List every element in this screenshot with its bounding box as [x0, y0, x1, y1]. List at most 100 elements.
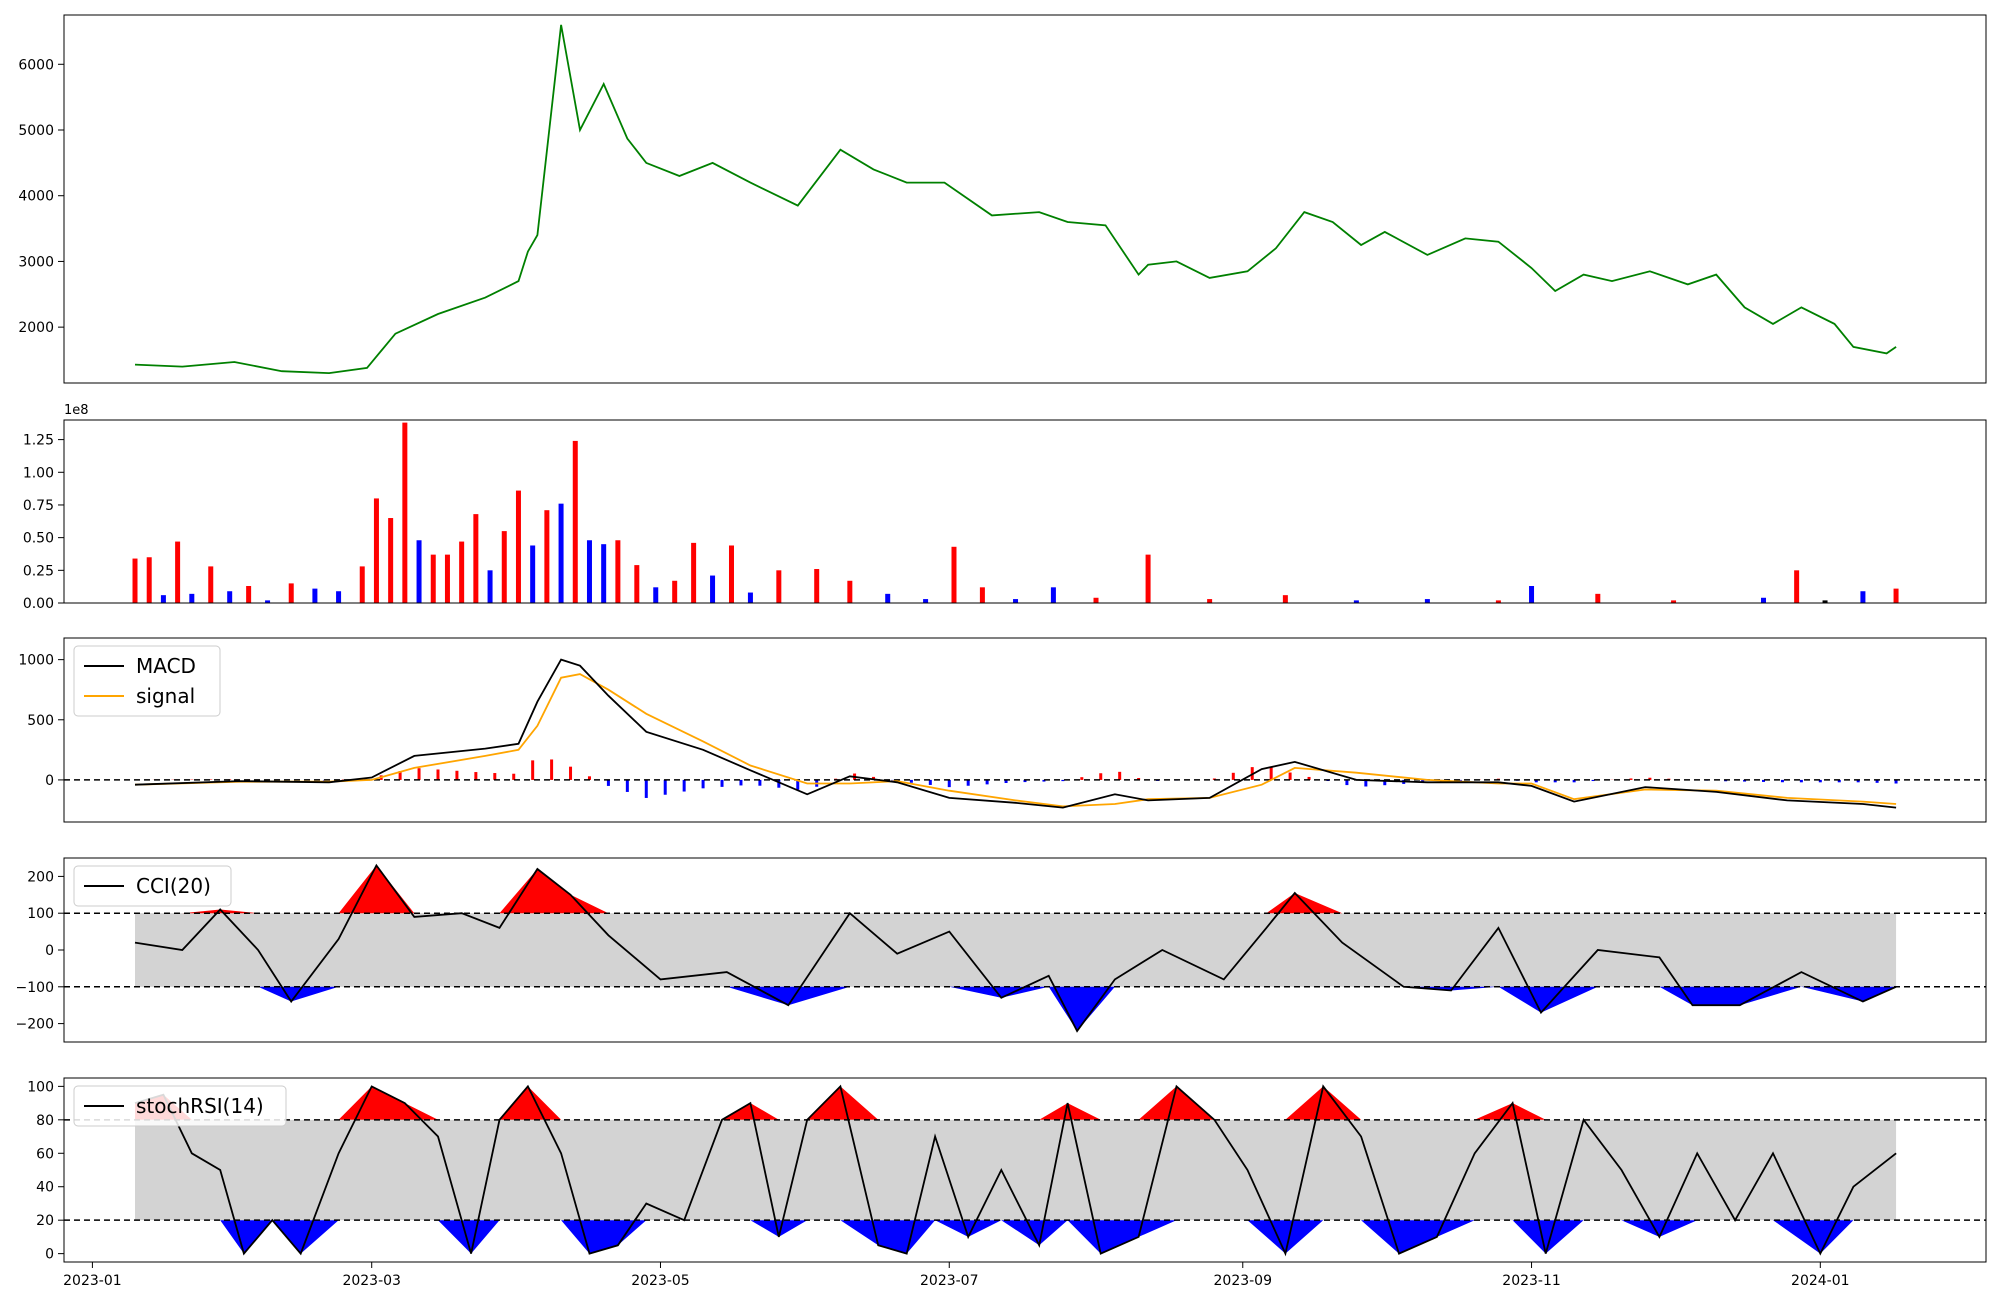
- macd-histogram-bar: [1762, 779, 1766, 782]
- legend-label: MACD: [136, 654, 196, 678]
- volume-bar: [1595, 593, 1601, 603]
- y-tick-label: 3000: [18, 254, 54, 270]
- overbought-fill: [135, 1086, 1897, 1120]
- volume-bar: [1207, 599, 1213, 603]
- overbought-fill: [135, 865, 1897, 914]
- y-tick-label: 20: [36, 1213, 54, 1229]
- macd-histogram-bar: [796, 779, 800, 790]
- macd-histogram-bar: [1383, 779, 1387, 786]
- volume-bar: [1529, 586, 1535, 603]
- volume-bar: [601, 544, 607, 603]
- volume-bar: [1093, 597, 1099, 603]
- macd-histogram-bar: [682, 779, 686, 792]
- volume-bar: [265, 600, 271, 603]
- macd-histogram-bar: [1364, 779, 1368, 787]
- y-tick-label: 0: [45, 943, 54, 959]
- legend-label: signal: [136, 684, 195, 708]
- macd-histogram-bar: [512, 773, 516, 780]
- volume-bar: [544, 510, 550, 603]
- macd-histogram-bar: [1042, 779, 1046, 782]
- y-tick-label: 0.50: [23, 531, 54, 547]
- volume-bar: [710, 575, 716, 603]
- volume-bar: [1050, 587, 1056, 603]
- panel-frame: [63, 14, 1987, 384]
- volume-bar: [847, 580, 853, 603]
- volume-bar: [776, 570, 782, 603]
- x-tick-label: 2024-01: [1791, 1273, 1850, 1289]
- y-tick-label: 1000: [18, 653, 54, 669]
- macd-histogram-bar: [455, 770, 459, 780]
- macd-histogram-bar: [1099, 773, 1103, 780]
- volume-bar: [1145, 554, 1151, 603]
- volume-bar: [1671, 600, 1677, 603]
- macd-histogram-bar: [1023, 779, 1027, 783]
- volume-bar: [885, 593, 891, 603]
- volume-bar: [634, 565, 640, 603]
- macd-histogram-bar: [1061, 779, 1065, 782]
- volume-bar: [586, 540, 592, 603]
- legend-box: [73, 865, 232, 907]
- macd-histogram-bar: [1269, 767, 1273, 780]
- macd-histogram-bar: [758, 779, 762, 786]
- panel-frame: [63, 637, 1987, 823]
- y-tick-label: 500: [27, 713, 54, 729]
- signal-line: [134, 673, 1897, 808]
- macd-histogram-bar: [777, 779, 781, 788]
- stochrsi-panel: 100 80 60 40 20 0 stochRSI(14): [27, 1077, 1987, 1263]
- neutral-band: [135, 1119, 1897, 1221]
- macd-histogram-bar: [1345, 779, 1349, 786]
- macd-histogram-bar: [569, 766, 573, 780]
- volume-bar: [1353, 600, 1359, 603]
- macd-histogram-bar: [1534, 779, 1538, 783]
- volume-bar: [312, 588, 318, 603]
- volume-bar: [388, 518, 394, 603]
- volume-bar: [951, 546, 957, 603]
- legend-box: [73, 645, 221, 717]
- macd-histogram-bar: [1231, 772, 1235, 780]
- cci-line: [134, 863, 1897, 1033]
- volume-panel: 0.00 0.25 0.50 0.75 1.00 1.25 1e8: [23, 403, 1987, 612]
- y-tick-label: 5000: [18, 123, 54, 139]
- macd-histogram-bar: [1894, 779, 1898, 784]
- legend-label: CCI(20): [136, 874, 211, 898]
- y-tick-label: 0.75: [23, 498, 54, 514]
- volume-bar: [359, 566, 365, 603]
- macd-histogram-bar: [1307, 776, 1311, 780]
- panel-frame: [63, 419, 1987, 604]
- macd-histogram-bar: [663, 779, 667, 795]
- macd-histogram-bar: [1553, 779, 1557, 783]
- volume-bar: [189, 593, 195, 603]
- macd-histogram-bar: [1591, 779, 1595, 782]
- y-tick-label: 100: [27, 1079, 54, 1095]
- macd-histogram-bar: [1288, 772, 1292, 780]
- volume-bar: [246, 586, 252, 603]
- macd-histogram-bar: [928, 779, 932, 785]
- volume-bar: [402, 422, 408, 603]
- macd-histogram-bar: [720, 779, 724, 787]
- neutral-band: [135, 913, 1897, 987]
- panel-frame: [63, 857, 1987, 1043]
- macd-histogram-bar: [1799, 779, 1803, 783]
- macd-histogram-bar: [985, 779, 989, 785]
- x-tick-label: 2023-09: [1214, 1273, 1273, 1289]
- macd-histogram-bar: [1780, 779, 1784, 783]
- macd-histogram-bar: [966, 779, 970, 786]
- volume-bar: [1893, 588, 1899, 603]
- volume-bar: [572, 440, 578, 603]
- volume-bar: [1013, 599, 1019, 603]
- volume-bar: [373, 498, 379, 603]
- price-line: [134, 24, 1897, 375]
- macd-histogram-bar: [625, 779, 629, 792]
- macd-histogram-bar: [739, 779, 743, 786]
- volume-bar: [1495, 600, 1501, 603]
- volume-bar: [923, 599, 929, 603]
- macd-histogram-bar: [1459, 779, 1463, 781]
- macd-histogram-bar: [1743, 779, 1747, 782]
- volume-bar: [132, 558, 138, 603]
- macd-histogram-bar: [1004, 779, 1008, 784]
- macd-histogram-bar: [493, 773, 497, 780]
- macd-histogram-bar: [417, 768, 421, 780]
- macd-histogram-bar: [531, 760, 535, 780]
- macd-histogram-bar: [947, 779, 951, 788]
- cci-panel: 200 100 0 −100 −200 CCI(20): [16, 857, 1987, 1043]
